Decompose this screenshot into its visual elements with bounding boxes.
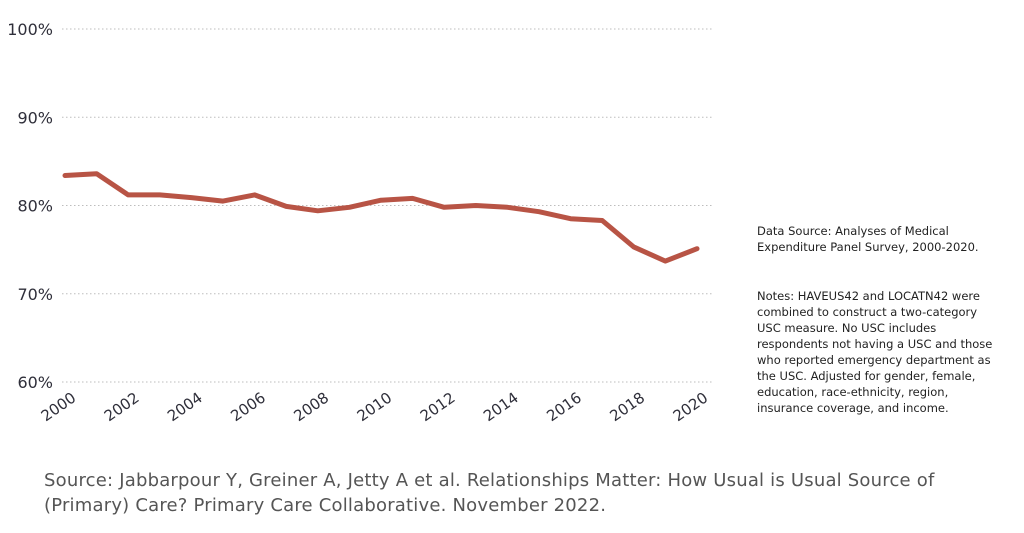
source-citation: Source: Jabbarpour Y, Greiner A, Jetty A…	[44, 470, 935, 516]
y-tick-label: 70%	[17, 285, 53, 304]
x-tick-label: 2006	[227, 389, 269, 426]
data-source-text: Data Source: Analyses of Medical Expendi…	[757, 224, 979, 254]
y-axis-ticks: 100% 90% 80% 70% 60%	[7, 20, 53, 392]
usc-line-chart: 100% 90% 80% 70% 60% 2000 2002 2004 2006 2008 201…	[7, 20, 712, 426]
notes-text: Notes: HAVEUS42 and LOCATN42 were combin…	[757, 289, 993, 415]
x-tick-label: 2016	[543, 389, 585, 426]
y-tick-label: 60%	[17, 373, 53, 392]
x-tick-label: 2020	[670, 389, 712, 426]
y-tick-label: 90%	[17, 108, 53, 127]
x-tick-label: 2002	[101, 389, 143, 426]
x-tick-label: 2010	[354, 389, 396, 426]
gridlines	[62, 28, 712, 383]
x-tick-label: 2000	[38, 389, 80, 426]
data-source-note: Data Source: Analyses of Medical Expendi…	[757, 223, 997, 255]
x-tick-label: 2012	[417, 389, 459, 426]
series-line	[62, 171, 700, 264]
x-tick-label: 2018	[606, 389, 648, 426]
x-axis-ticks: 2000 2002 2004 2006 2008 2010 2012 2014 2016 2018…	[38, 389, 712, 426]
x-tick-label: 2014	[480, 389, 522, 426]
y-tick-label: 100%	[7, 20, 53, 39]
x-tick-label: 2004	[164, 389, 206, 426]
methodology-notes: Notes: HAVEUS42 and LOCATN42 were combin…	[757, 288, 997, 416]
x-tick-label: 2008	[290, 389, 332, 426]
y-tick-label: 80%	[17, 197, 53, 216]
